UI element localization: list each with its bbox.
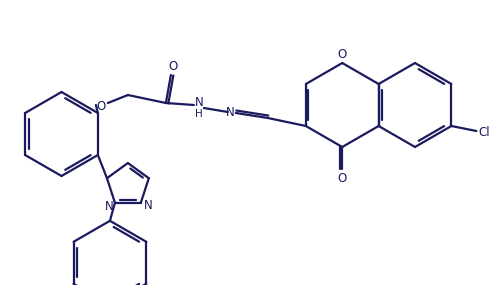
Text: O: O [168, 60, 177, 74]
Text: H: H [195, 109, 203, 119]
Text: Cl: Cl [479, 125, 490, 139]
Text: O: O [96, 101, 105, 113]
Text: O: O [337, 48, 347, 62]
Text: N: N [194, 97, 203, 109]
Text: N: N [226, 105, 234, 119]
Text: N: N [104, 200, 113, 213]
Text: O: O [337, 172, 347, 184]
Text: N: N [144, 199, 152, 212]
